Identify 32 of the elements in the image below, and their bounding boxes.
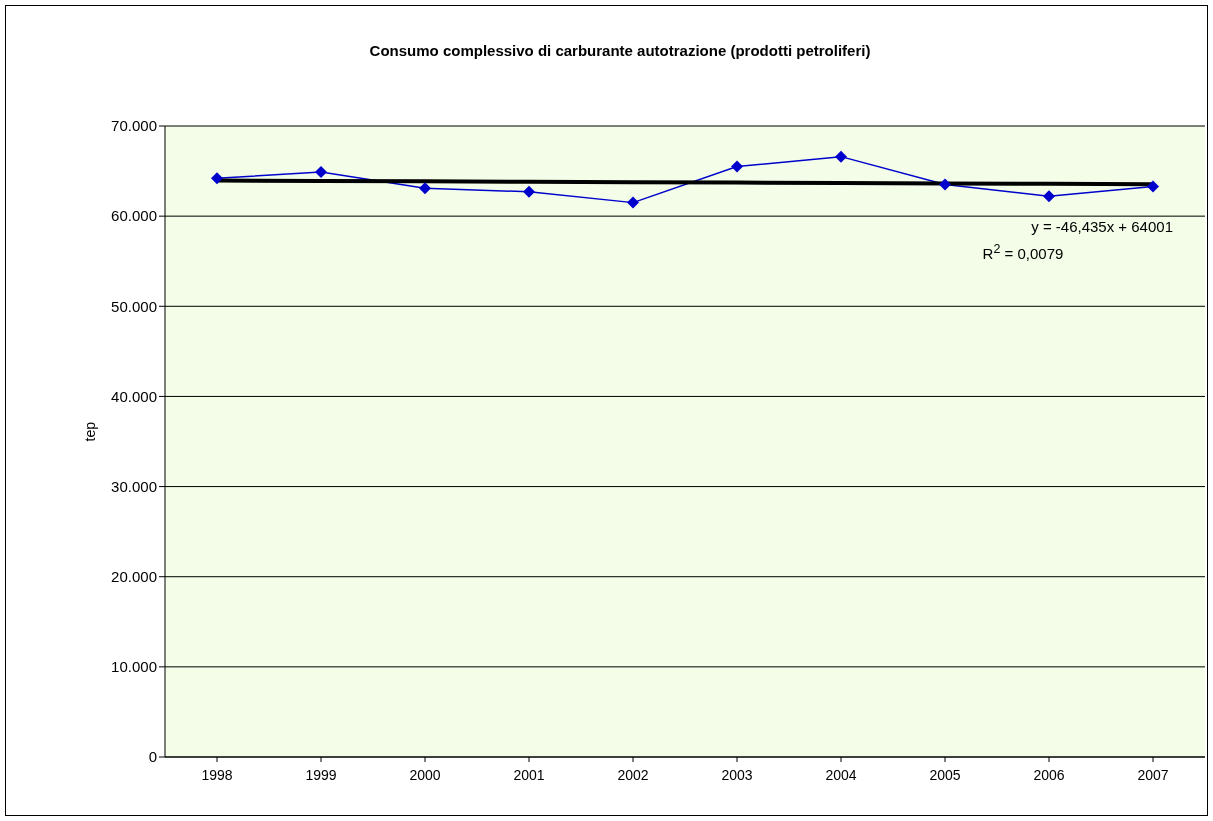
y-tick-label: 70.000: [111, 117, 157, 135]
point: [315, 165, 327, 178]
point: [419, 182, 431, 195]
annotation: y = -46,435x + 64001: [1030, 218, 1173, 235]
x-tick-label: 2002: [617, 766, 649, 783]
x-tick-label: 2006: [1033, 766, 1065, 783]
x-tick-label: 2004: [825, 766, 857, 783]
x-tick-label: 2007: [1137, 766, 1169, 783]
point: [835, 150, 847, 163]
point: [1043, 190, 1055, 203]
x-tick-label: 1998: [201, 766, 233, 783]
annotation: R$^{2}$ = 0,0079: [981, 242, 1065, 262]
y-tick-label: 50.000: [111, 297, 157, 315]
y-tick-label: 10.000: [111, 658, 157, 676]
point: [627, 196, 639, 209]
point: [211, 172, 223, 185]
chart-title: Consumo complessivo di carburante autotrazione (prodotti petroliferi): [368, 42, 872, 59]
y-tick-label: 20.000: [111, 568, 157, 586]
x-tick-label: 2001: [513, 766, 545, 783]
point: [523, 185, 535, 198]
x-tick-label: 2003: [721, 766, 753, 783]
y-tick-label: 0: [148, 748, 157, 766]
y-tick-label: 30.000: [111, 477, 157, 495]
x-tick-label: 2005: [929, 766, 961, 783]
x-tick-label: 2000: [409, 766, 441, 783]
point: [1147, 180, 1159, 193]
y-axis-title: tep: [81, 421, 98, 442]
x-tick-label: 1999: [305, 766, 337, 783]
point: [939, 178, 951, 191]
point: [731, 160, 743, 173]
y-tick-label: 40.000: [111, 387, 157, 405]
y-tick-label: 60.000: [111, 207, 157, 225]
